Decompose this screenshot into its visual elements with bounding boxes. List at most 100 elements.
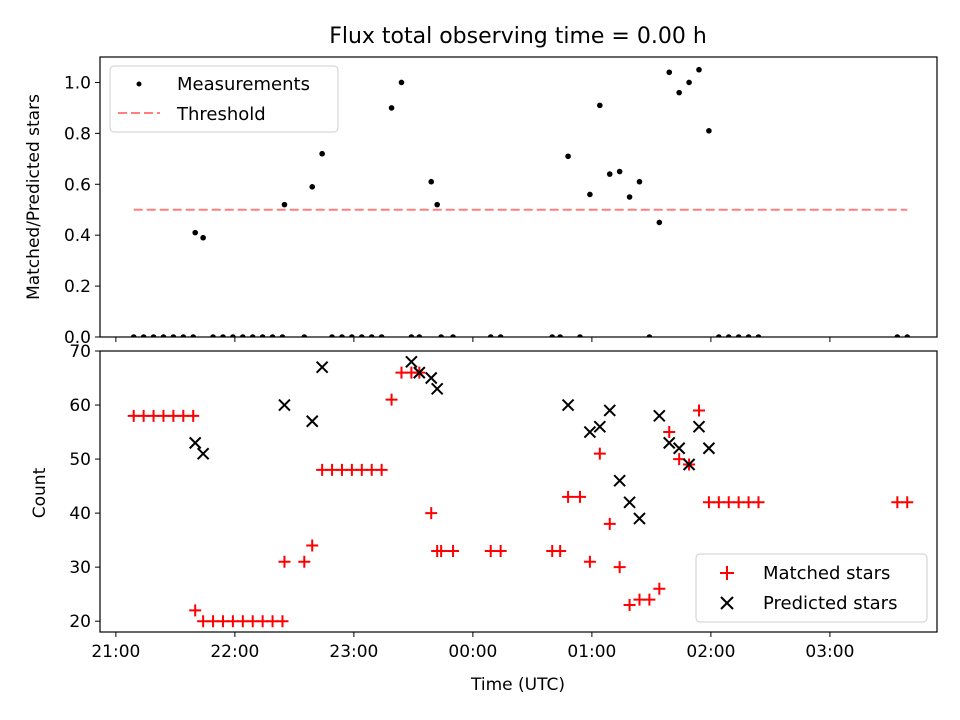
measurements-point (408, 334, 415, 337)
predicted-stars-point (672, 442, 686, 455)
measurements-point (378, 334, 385, 337)
measurements-point (301, 334, 308, 337)
measurements-point (329, 334, 335, 337)
matched-stars-point (425, 507, 438, 520)
bottom-xticks: 21:00 22:00 23:00 00:00 01:00 02:00 03:00 (91, 632, 854, 662)
bottom-xtick-label: 21:00 (91, 642, 140, 662)
bottom-ytick-label: 70 (69, 342, 91, 362)
bottom-xtick-label: 01:00 (567, 642, 616, 662)
legend-label-predicted: Predicted stars (763, 593, 897, 614)
predicted-stars-point (583, 425, 597, 439)
matched-stars-point (692, 404, 705, 417)
matched-stars-point (306, 539, 319, 552)
measurements-point (646, 334, 653, 337)
top-ylabel: Matched/Predicted stars (24, 94, 44, 300)
matched-stars-point (385, 393, 398, 406)
measurements-point (706, 128, 712, 134)
measurements-point (497, 334, 504, 337)
matched-stars-point (276, 615, 289, 628)
matched-stars-point (653, 582, 666, 595)
measurements-point (696, 66, 702, 73)
measurements-point (170, 334, 177, 337)
bottom-marks (127, 355, 914, 628)
measurements-point (745, 334, 752, 337)
measurements-point (259, 334, 266, 337)
matched-stars-point (562, 490, 575, 503)
matched-stars-point (375, 463, 388, 476)
predicted-stars-point (633, 512, 646, 525)
predicted-stars-point (682, 458, 696, 471)
measurements-point (606, 171, 613, 177)
measurements-point (626, 194, 633, 200)
matched-stars-point (583, 555, 596, 568)
measurements-point (180, 334, 187, 337)
measurements-point (725, 334, 732, 337)
predicted-stars-point (603, 404, 616, 417)
predicted-stars-point (405, 355, 418, 369)
bottom-xtick-label: 02:00 (686, 642, 735, 662)
predicted-stars-point (593, 420, 607, 433)
measurements-point (438, 334, 444, 337)
measurements-point (636, 178, 643, 185)
predicted-stars-point (613, 474, 626, 487)
bottom-ylabel: Count (30, 467, 50, 518)
top-legend: Measurements Threshold (109, 65, 339, 133)
measurements-point (150, 334, 157, 337)
top-legend-box (109, 65, 339, 133)
bottom-axes-frame (99, 350, 938, 633)
predicted-stars-point (692, 420, 706, 433)
top-marks (130, 66, 911, 337)
measurements-point (656, 219, 663, 226)
predicted-stars-point (702, 442, 716, 455)
measurements-point (190, 334, 197, 337)
measurements-point (200, 234, 206, 241)
matched-stars-point (573, 490, 586, 503)
measurements-point (130, 334, 137, 337)
predicted-stars-point (425, 371, 438, 385)
measurements-point (240, 334, 246, 337)
bottom-xtick-label: 22:00 (210, 642, 259, 662)
top-yticks: 0.0 0.2 0.4 0.6 0.8 1.0 (64, 73, 100, 348)
bottom-xtick-label: 03:00 (805, 642, 854, 662)
measurements-point (339, 334, 345, 337)
matched-stars-point (447, 544, 460, 557)
predicted-stars-point (413, 366, 426, 379)
legend-label-measurements: Measurements (177, 74, 310, 95)
bottom-ytick-label: 30 (69, 558, 91, 578)
predicted-stars-point (663, 436, 676, 450)
legend-marker-measurements (136, 81, 142, 87)
measurements-point (577, 334, 583, 337)
measurements-point (281, 201, 288, 208)
measurements-point (676, 89, 682, 96)
measurements-point (450, 334, 456, 337)
measurements-point (666, 69, 673, 76)
measurements-point (220, 334, 226, 337)
matched-stars-point (673, 453, 686, 466)
measurements-point (388, 105, 395, 111)
measurements-point (140, 334, 147, 337)
bottom-xlabel: Time (UTC) (470, 675, 565, 695)
legend-label-matched: Matched stars (763, 563, 890, 584)
measurements-point (416, 334, 423, 337)
top-ytick-label: 0.8 (64, 124, 91, 144)
predicted-stars-point (430, 382, 444, 396)
bottom-legend: Matched stars Predicted stars (695, 553, 928, 623)
measurements-point (349, 334, 355, 337)
measurements-point (359, 334, 365, 337)
matched-stars-point (554, 544, 567, 557)
measurements-point (735, 334, 742, 337)
measurements-point (616, 168, 623, 175)
matched-stars-point (752, 496, 765, 509)
measurements-point (565, 153, 571, 160)
predicted-stars-point (561, 398, 575, 412)
measurements-point (230, 334, 236, 337)
matched-stars-point (901, 496, 914, 509)
top-ytick-label: 0.6 (64, 175, 91, 195)
matched-stars-point (435, 544, 448, 557)
predicted-stars-point (188, 436, 202, 450)
top-panel: 0.0 0.2 0.4 0.6 0.8 1.0 Matched/Predicted sta… (24, 56, 938, 348)
matched-stars-point (613, 561, 626, 574)
bottom-ytick-label: 20 (69, 612, 91, 632)
measurements-point (428, 178, 435, 185)
